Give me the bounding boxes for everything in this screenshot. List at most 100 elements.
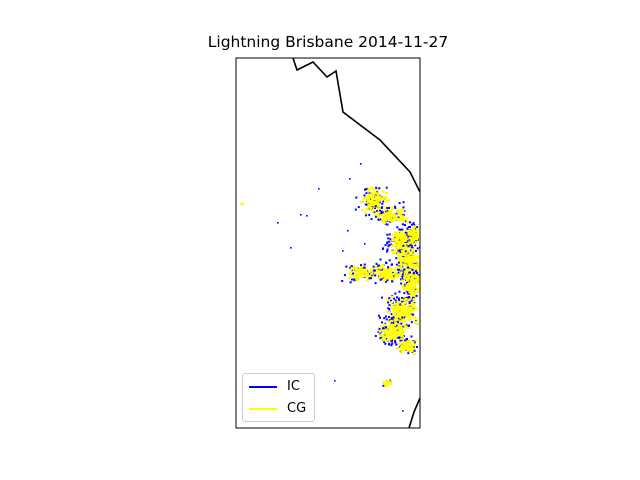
ic-strike (393, 297, 395, 300)
ic-strike (395, 343, 398, 346)
ic-strike (413, 223, 416, 226)
cg-strike (348, 276, 352, 279)
cg-strike (400, 319, 404, 322)
cg-strike (405, 278, 409, 281)
coastline-north (292, 58, 420, 193)
cg-strike (411, 248, 415, 251)
cg-strike (364, 272, 368, 275)
ic-strike (406, 281, 409, 284)
cg-strike (411, 341, 415, 344)
legend-item-cg: CG (243, 400, 314, 418)
cg-strike (417, 250, 420, 253)
cg-strike (383, 212, 387, 215)
cg-strike (404, 246, 408, 249)
cg-strike (383, 196, 387, 199)
cg-strike (388, 330, 392, 333)
ic-strike (409, 244, 412, 247)
cg-strike (404, 300, 408, 303)
cg-strike (400, 272, 404, 275)
cg-strike (375, 198, 379, 201)
cg-strike (398, 308, 402, 311)
cg-strike (403, 276, 407, 279)
ic-strike (408, 238, 411, 241)
cg-strike (387, 273, 391, 276)
cg-strike (391, 273, 395, 276)
ic-strike (387, 301, 390, 304)
ic-strike (381, 296, 383, 299)
cg-strike (395, 265, 399, 268)
ic-strike (403, 268, 406, 271)
cg-strike (390, 306, 394, 309)
cg-strike (420, 278, 423, 280)
cg-strike (412, 302, 416, 306)
cg-strike (400, 208, 404, 211)
cg-strike (356, 279, 360, 282)
cg-strike (397, 324, 401, 327)
cg-strike (400, 351, 404, 354)
cg-strike (368, 276, 372, 279)
ic-strike (412, 346, 415, 349)
cg-strike (401, 314, 405, 317)
ic-strike (386, 233, 389, 236)
cg-strike (409, 260, 413, 263)
cg-strike (412, 225, 416, 228)
cg-strike (394, 314, 398, 317)
cg-strike (393, 330, 397, 333)
ic-strike (386, 223, 389, 226)
legend-label-ic: IC (287, 379, 300, 394)
cg-strike (412, 352, 416, 355)
cg-strike (397, 332, 401, 335)
ic-strike (382, 384, 385, 387)
ic-strike (407, 352, 410, 355)
ic-strike (386, 210, 389, 212)
ic-strike (415, 271, 418, 274)
cg-strike (398, 258, 402, 261)
ic-strike (388, 304, 391, 307)
cg-strike (396, 314, 400, 317)
ic-strike (381, 328, 384, 331)
ic-strike (366, 187, 369, 190)
cg-strike (354, 270, 358, 273)
ic-strike (373, 269, 376, 272)
cg-strike (411, 287, 415, 290)
ic-strike (388, 343, 390, 346)
cg-strike (361, 270, 365, 273)
ic-strike (396, 296, 398, 299)
cg-strike (404, 269, 408, 272)
cg-strike (395, 310, 399, 313)
ic-strike (386, 242, 389, 245)
cg-strike (409, 282, 413, 285)
ic-strike (381, 321, 383, 324)
cg-strike (399, 234, 403, 237)
cg-strike (388, 338, 392, 341)
cg-strike (388, 217, 392, 220)
cg-strike (396, 347, 400, 350)
cg-strike (393, 214, 397, 217)
ic-strike (401, 223, 404, 226)
ic-strike (382, 326, 384, 329)
ic-strike (407, 290, 410, 293)
ic-strike (345, 265, 348, 268)
cg-strike (409, 280, 413, 283)
cg-strike (395, 305, 399, 308)
cg-strike (405, 287, 409, 290)
ic-strike (394, 340, 397, 343)
cg-strike (366, 197, 370, 200)
cg-strike (399, 247, 403, 250)
ic-strike (409, 271, 411, 274)
cg-strike (382, 270, 386, 273)
cg-strike (368, 200, 372, 203)
ic-strike (407, 266, 409, 269)
cg-strike (396, 274, 400, 277)
ic-strike (390, 344, 393, 347)
ic-strike (403, 316, 406, 319)
cg-strike (390, 277, 394, 280)
cg-strike (413, 266, 417, 269)
coastline-south (408, 397, 420, 428)
ic-strike (350, 265, 353, 268)
cg-strike (391, 250, 395, 253)
cg-strike (415, 278, 419, 281)
cg-strike (393, 216, 397, 219)
ic-strike (401, 300, 403, 303)
